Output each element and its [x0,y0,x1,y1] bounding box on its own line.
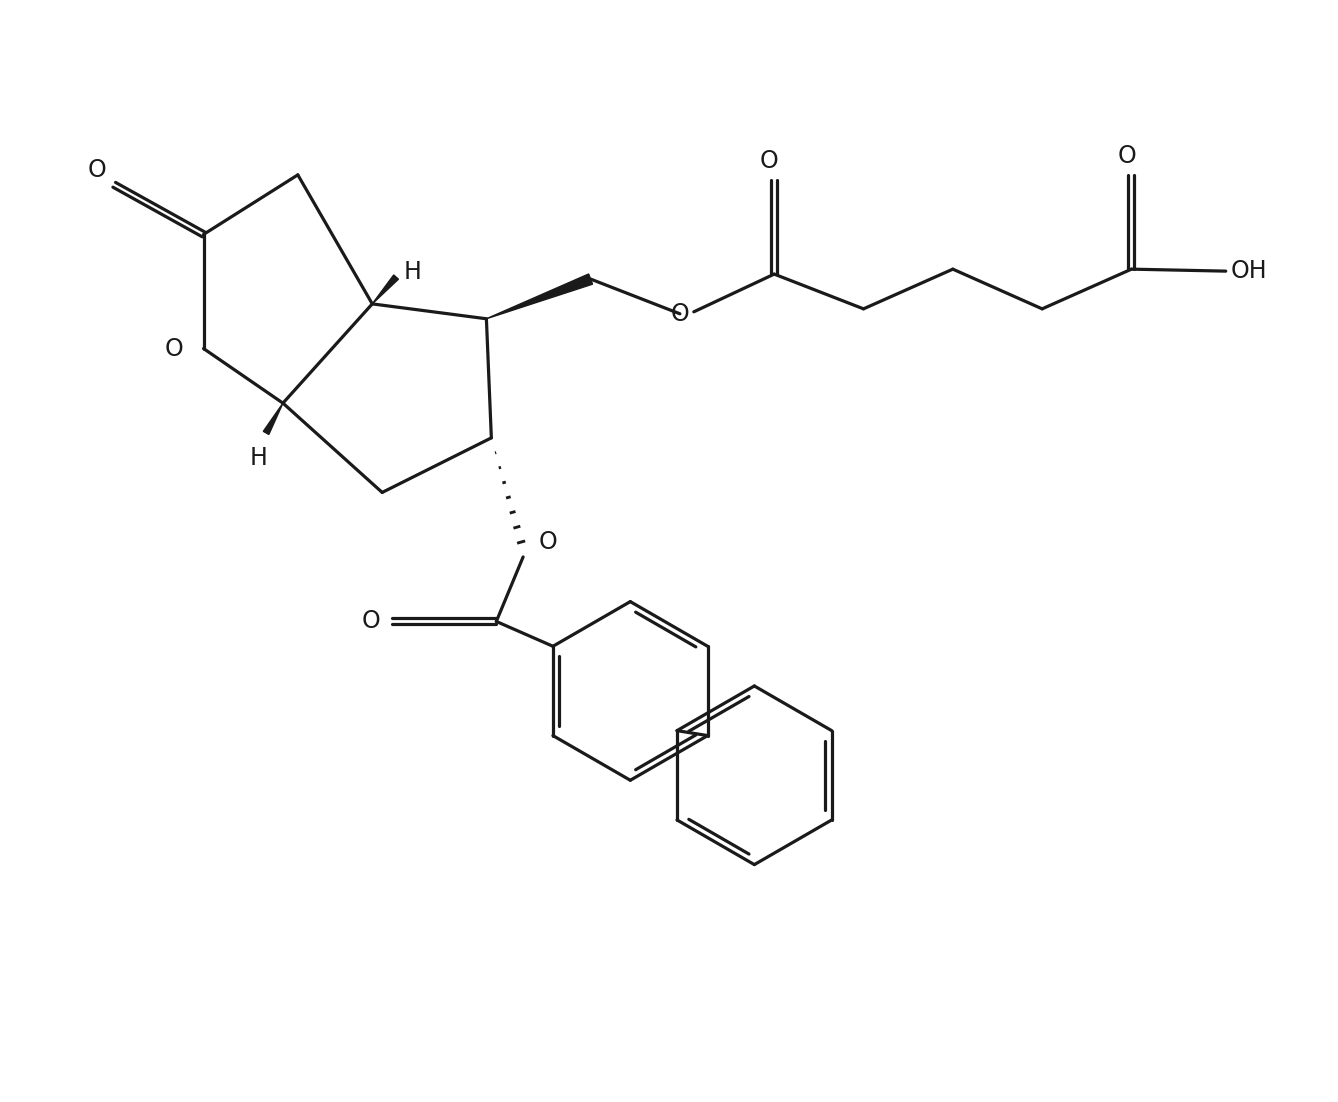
Polygon shape [372,276,399,304]
Text: OH: OH [1231,259,1267,283]
Text: O: O [361,609,380,634]
Text: O: O [760,149,779,173]
Text: O: O [670,302,689,326]
Text: O: O [165,336,183,360]
Text: O: O [1117,144,1136,168]
Text: O: O [539,530,558,554]
Polygon shape [487,274,593,318]
Text: H: H [249,446,268,469]
Text: H: H [404,260,421,284]
Text: O: O [87,158,106,182]
Polygon shape [264,403,282,434]
